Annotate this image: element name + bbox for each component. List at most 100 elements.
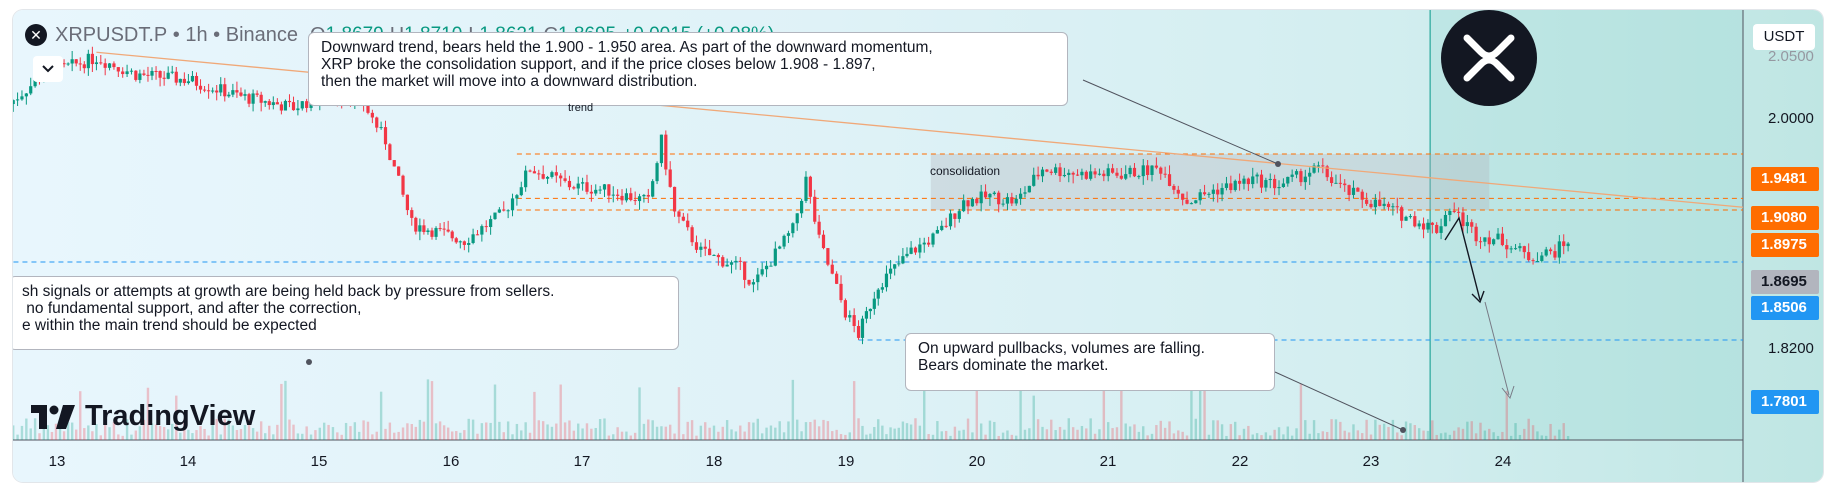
- candle-body: [979, 191, 983, 204]
- volume-bar: [1549, 423, 1552, 440]
- volume-bar: [822, 419, 825, 440]
- volume-bar: [1365, 419, 1368, 440]
- volume-bar: [134, 430, 138, 440]
- candle-body: [581, 182, 585, 184]
- candle-body: [1202, 192, 1207, 195]
- interval[interactable]: 1h: [185, 23, 208, 46]
- candle-body: [1321, 165, 1325, 167]
- candle-body: [633, 200, 637, 202]
- volume-bar: [1435, 434, 1438, 440]
- symbol-name[interactable]: XRPUSDT.P: [55, 23, 168, 46]
- volume-bar: [223, 418, 226, 440]
- candle-body: [223, 84, 227, 97]
- volume-bar: [154, 424, 158, 440]
- volume-bar: [318, 427, 321, 440]
- volume-bar: [489, 422, 492, 440]
- volume-bar: [288, 419, 291, 440]
- candle-body: [905, 253, 909, 257]
- volume-bar: [774, 427, 777, 440]
- candle-body: [300, 101, 304, 109]
- volume-bar: [944, 430, 948, 440]
- volume-bar: [1128, 426, 1132, 440]
- close-icon[interactable]: ✕: [25, 24, 47, 46]
- volume-bar: [1124, 423, 1127, 440]
- volume-bar: [997, 435, 1000, 440]
- note-top[interactable]: Downward trend, bears held the 1.900 - 1…: [308, 32, 1068, 106]
- candle-body: [620, 195, 624, 201]
- candle-body: [935, 229, 939, 234]
- candle-body: [462, 241, 466, 245]
- candle-body: [94, 62, 99, 65]
- candle-body: [966, 200, 970, 207]
- candle-body: [677, 211, 681, 217]
- candle-body: [602, 184, 607, 190]
- volume-bar: [471, 419, 475, 440]
- volume-bar: [54, 423, 58, 440]
- candle-body: [756, 274, 760, 283]
- volume-bar: [401, 427, 405, 440]
- volume-bar: [1312, 420, 1316, 440]
- volume-bar: [1194, 418, 1197, 440]
- volume-bar: [1457, 427, 1460, 440]
- volume-bar: [1461, 428, 1465, 440]
- candle-body: [1373, 199, 1377, 208]
- candle-body: [1474, 226, 1478, 242]
- volume-bar: [446, 427, 450, 440]
- note-anchor-dot: [1400, 427, 1406, 433]
- volume-bar: [647, 419, 650, 440]
- candle-body: [1019, 193, 1023, 199]
- candle-body: [497, 209, 501, 213]
- candle-body: [524, 170, 528, 188]
- candle-body: [489, 219, 493, 228]
- volume-bar: [993, 421, 996, 440]
- candle-body: [1005, 197, 1010, 204]
- candle-body: [121, 71, 125, 75]
- volume-bar: [268, 425, 271, 440]
- candle-body: [182, 78, 186, 84]
- volume-bar: [664, 426, 668, 440]
- candle-body: [263, 101, 267, 103]
- collapse-button[interactable]: [33, 56, 63, 82]
- candle-body: [1259, 174, 1264, 188]
- volume-bar: [1518, 434, 1522, 440]
- candle-body: [422, 225, 426, 233]
- candle-body: [1032, 174, 1036, 186]
- candle-body: [116, 67, 120, 72]
- volume-bar: [199, 426, 202, 440]
- volume-bar: [782, 432, 786, 440]
- note-bottom[interactable]: On upward pullbacks, volumes are falling…: [905, 333, 1275, 391]
- candle-body: [721, 257, 725, 267]
- volume-bar: [195, 430, 198, 440]
- volume-bar: [1107, 422, 1110, 440]
- chevron-down-icon: [42, 65, 54, 73]
- candle-body: [162, 77, 166, 79]
- volume-bar: [603, 418, 606, 440]
- candle-body: [1080, 171, 1084, 176]
- candle-body: [1413, 216, 1417, 227]
- candle-body: [848, 315, 852, 318]
- candle-body: [1062, 174, 1066, 177]
- candle-body: [475, 234, 480, 236]
- volume-bar: [231, 425, 235, 440]
- candle-body: [1334, 182, 1338, 184]
- volume-bar: [349, 426, 352, 440]
- candle-body: [624, 193, 628, 201]
- volume-bar: [1295, 428, 1298, 440]
- candle-body: [1010, 197, 1014, 204]
- volume-bar: [112, 421, 116, 440]
- price-chart[interactable]: [13, 10, 1823, 482]
- note-left[interactable]: sh signals or attempts at growth are bei…: [13, 276, 679, 350]
- volume-bar: [949, 435, 952, 440]
- candle-body: [1513, 248, 1518, 250]
- volume-bar: [410, 424, 413, 440]
- volume-bar: [966, 418, 970, 440]
- volume-bar: [301, 433, 304, 440]
- candle-body: [291, 102, 296, 111]
- currency-button[interactable]: USDT: [1753, 24, 1815, 50]
- candle-body: [1084, 171, 1088, 179]
- volume-bar: [1479, 422, 1482, 440]
- candle-body: [1194, 200, 1198, 204]
- x-tick: 23: [1362, 453, 1380, 470]
- candle-body: [868, 308, 872, 312]
- volume-bar: [743, 431, 746, 440]
